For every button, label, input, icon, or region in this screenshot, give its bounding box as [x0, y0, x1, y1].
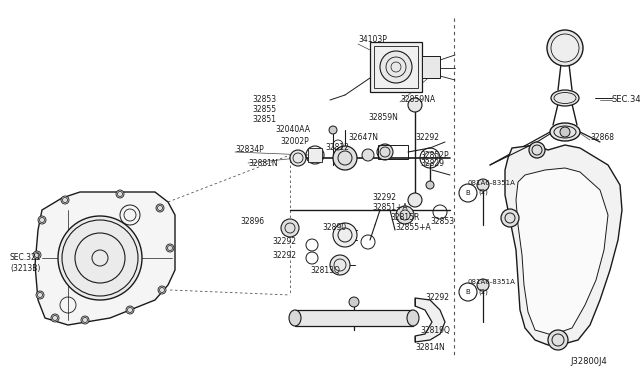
Circle shape — [380, 51, 412, 83]
Polygon shape — [415, 298, 445, 342]
Bar — [370, 42, 422, 92]
Bar — [308, 148, 322, 162]
Circle shape — [58, 216, 142, 300]
Circle shape — [36, 291, 44, 299]
Text: 32853: 32853 — [252, 96, 276, 105]
Ellipse shape — [550, 123, 580, 141]
Circle shape — [61, 196, 69, 204]
Text: (2): (2) — [478, 189, 488, 195]
Text: 32859N: 32859N — [368, 113, 398, 122]
Text: 081A6-8351A: 081A6-8351A — [468, 279, 516, 285]
Text: 32852P: 32852P — [420, 151, 449, 160]
Polygon shape — [505, 145, 622, 345]
Polygon shape — [35, 192, 175, 325]
Text: 32813Q: 32813Q — [310, 266, 340, 275]
Text: 32292: 32292 — [272, 250, 296, 260]
Text: 32851+A: 32851+A — [372, 202, 408, 212]
Text: 32834P: 32834P — [235, 145, 264, 154]
Circle shape — [426, 181, 434, 189]
Circle shape — [459, 283, 477, 301]
Text: 32829: 32829 — [420, 158, 444, 167]
Circle shape — [477, 279, 489, 291]
Circle shape — [38, 216, 46, 224]
Circle shape — [529, 142, 545, 158]
Text: 32868: 32868 — [590, 134, 614, 142]
Polygon shape — [516, 168, 608, 335]
Text: 32815R: 32815R — [390, 214, 419, 222]
Circle shape — [396, 206, 414, 224]
Circle shape — [362, 149, 374, 161]
Circle shape — [333, 223, 357, 247]
Text: 32890: 32890 — [322, 224, 346, 232]
Text: (3213B): (3213B) — [10, 263, 40, 273]
Circle shape — [560, 127, 570, 137]
Text: 32812: 32812 — [325, 142, 349, 151]
Circle shape — [459, 184, 477, 202]
Text: 32881N: 32881N — [248, 158, 278, 167]
Circle shape — [329, 126, 337, 134]
Text: 32002P: 32002P — [280, 138, 308, 147]
Circle shape — [477, 179, 489, 191]
Circle shape — [126, 306, 134, 314]
Text: 32855+A: 32855+A — [395, 224, 431, 232]
Bar — [422, 56, 440, 78]
Circle shape — [51, 314, 59, 322]
Text: SEC.341: SEC.341 — [612, 96, 640, 105]
Circle shape — [33, 251, 41, 259]
Circle shape — [281, 219, 299, 237]
Ellipse shape — [551, 90, 579, 106]
Text: 32814N: 32814N — [415, 343, 445, 353]
Circle shape — [333, 146, 357, 170]
Ellipse shape — [289, 310, 301, 326]
Circle shape — [330, 255, 350, 275]
Text: 32896: 32896 — [240, 218, 264, 227]
Text: 32292: 32292 — [272, 237, 296, 247]
Circle shape — [408, 98, 422, 112]
Circle shape — [547, 30, 583, 66]
Circle shape — [158, 286, 166, 294]
Circle shape — [166, 244, 174, 252]
Circle shape — [551, 34, 579, 62]
Circle shape — [156, 204, 164, 212]
Circle shape — [116, 190, 124, 198]
Text: B: B — [466, 190, 470, 196]
Text: (2): (2) — [478, 289, 488, 295]
Text: 081A6-8351A: 081A6-8351A — [468, 180, 516, 186]
Circle shape — [548, 330, 568, 350]
Text: 32647N: 32647N — [348, 134, 378, 142]
Bar — [374, 46, 418, 88]
Circle shape — [377, 144, 393, 160]
Circle shape — [290, 150, 306, 166]
Text: 32292: 32292 — [415, 132, 439, 141]
Bar — [295, 310, 413, 326]
Text: 32853: 32853 — [430, 218, 454, 227]
Text: 32855: 32855 — [252, 106, 276, 115]
Text: 34103P: 34103P — [358, 35, 387, 45]
Bar — [378, 145, 408, 159]
Text: 32851: 32851 — [252, 115, 276, 125]
Text: 32292: 32292 — [372, 193, 396, 202]
Circle shape — [501, 209, 519, 227]
Ellipse shape — [407, 310, 419, 326]
Text: J32800J4: J32800J4 — [570, 357, 607, 366]
Text: 32859NA: 32859NA — [400, 96, 435, 105]
Circle shape — [81, 316, 89, 324]
Text: 32040AA: 32040AA — [275, 125, 310, 135]
Text: 32292: 32292 — [425, 294, 449, 302]
Text: B: B — [466, 289, 470, 295]
Text: 32819Q: 32819Q — [420, 326, 450, 334]
Circle shape — [408, 193, 422, 207]
Text: SEC.321: SEC.321 — [10, 253, 42, 263]
Circle shape — [349, 297, 359, 307]
